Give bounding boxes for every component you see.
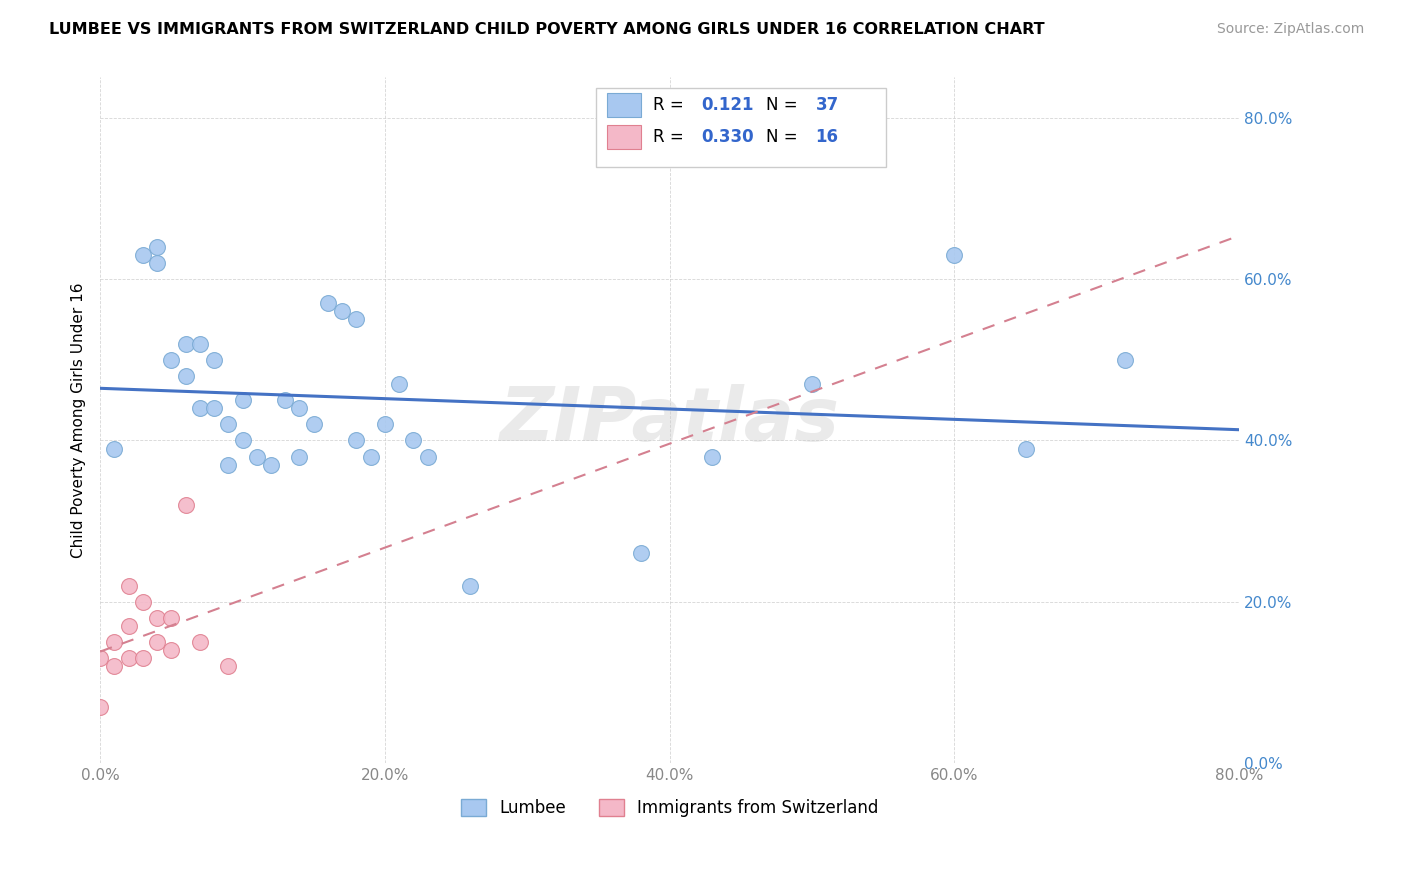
Point (117, 579, 139, 593)
Point (1114, 352, 1136, 367)
Text: 16: 16 (815, 128, 838, 146)
Point (217, 417, 239, 432)
Point (231, 434, 253, 448)
Point (146, 611, 169, 625)
Text: R =: R = (652, 95, 689, 114)
Text: LUMBEE VS IMMIGRANTS FROM SWITZERLAND CHILD POVERTY AMONG GIRLS UNDER 16 CORRELA: LUMBEE VS IMMIGRANTS FROM SWITZERLAND CH… (49, 22, 1045, 37)
Point (246, 450, 269, 464)
Point (174, 498, 197, 512)
Point (160, 643, 183, 657)
Point (160, 352, 183, 367)
Text: 0.330: 0.330 (702, 128, 754, 146)
Point (402, 434, 425, 448)
Point (188, 635, 211, 649)
Point (1014, 442, 1036, 456)
Point (702, 450, 724, 464)
Text: R =: R = (652, 128, 689, 146)
Point (103, 659, 125, 673)
Point (188, 336, 211, 351)
Point (132, 248, 155, 262)
Bar (607, 125, 641, 149)
Text: 37: 37 (815, 95, 839, 114)
Text: 0.121: 0.121 (702, 95, 754, 114)
Text: ZIPatlas: ZIPatlas (499, 384, 839, 457)
Point (132, 651, 155, 665)
Point (330, 304, 353, 318)
Point (302, 417, 325, 432)
Text: N =: N = (766, 95, 803, 114)
Point (202, 352, 225, 367)
Point (89, 651, 111, 665)
Point (160, 611, 183, 625)
Point (103, 442, 125, 456)
Point (174, 336, 197, 351)
Point (217, 458, 239, 472)
Point (146, 240, 169, 254)
Point (188, 401, 211, 416)
Point (388, 376, 411, 391)
Text: N =: N = (766, 128, 803, 146)
Point (360, 450, 382, 464)
Point (288, 450, 311, 464)
Point (943, 248, 966, 262)
Point (217, 659, 239, 673)
Point (374, 417, 396, 432)
Legend: Lumbee, Immigrants from Switzerland: Lumbee, Immigrants from Switzerland (454, 792, 886, 823)
Point (146, 635, 169, 649)
Point (231, 393, 253, 408)
Point (288, 401, 311, 416)
Point (132, 595, 155, 609)
Point (117, 619, 139, 633)
Point (801, 376, 824, 391)
Point (416, 450, 439, 464)
Point (346, 434, 368, 448)
Point (89, 699, 111, 714)
Point (346, 312, 368, 326)
Point (460, 579, 482, 593)
Point (146, 256, 169, 270)
Point (630, 546, 652, 560)
Point (260, 458, 283, 472)
Point (274, 393, 297, 408)
Y-axis label: Child Poverty Among Girls Under 16: Child Poverty Among Girls Under 16 (72, 283, 86, 558)
FancyBboxPatch shape (596, 87, 886, 167)
Point (316, 296, 339, 310)
Point (174, 368, 197, 383)
Point (202, 401, 225, 416)
Text: Source: ZipAtlas.com: Source: ZipAtlas.com (1216, 22, 1364, 37)
Point (117, 651, 139, 665)
Point (103, 635, 125, 649)
Bar (607, 93, 641, 117)
